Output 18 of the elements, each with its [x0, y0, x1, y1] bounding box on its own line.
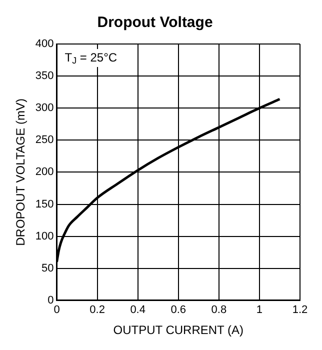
y-tick-label: 150	[35, 198, 54, 210]
x-axis-title: OUTPUT CURRENT (A)	[113, 323, 244, 338]
chart-title: Dropout Voltage	[97, 14, 213, 32]
y-tick-label: 0	[48, 294, 54, 306]
y-tick-label: 200	[35, 166, 54, 178]
x-tick-label: 0.2	[90, 304, 105, 316]
y-tick-label: 100	[35, 230, 54, 242]
x-tick-label: 1	[256, 304, 263, 316]
x-tick-label: 0.6	[170, 304, 186, 316]
x-tick-label: 1.2	[292, 304, 308, 316]
x-tick-label: 0.8	[211, 304, 227, 316]
y-tick-label: 300	[35, 102, 54, 114]
y-tick-label: 50	[42, 262, 54, 274]
x-tick-label: 0.4	[130, 304, 146, 316]
y-axis-title: DROPOUT VOLTAGE (mV)	[14, 98, 28, 246]
y-tick-label: 250	[35, 134, 54, 146]
y-tick-label: 350	[35, 70, 54, 82]
y-tick-label: 400	[35, 38, 54, 50]
